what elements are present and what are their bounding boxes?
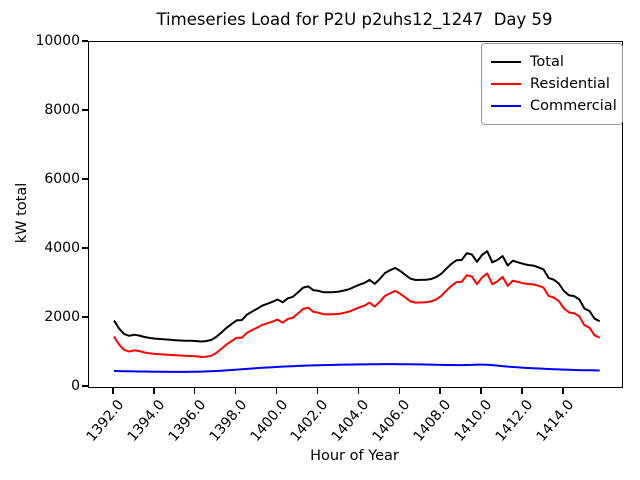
x-tick-mark xyxy=(194,387,196,394)
y-tick-mark xyxy=(82,385,88,387)
y-tick-mark xyxy=(82,247,88,249)
x-tick-label: 1394.0 xyxy=(124,397,169,445)
series-line-residential xyxy=(113,272,601,358)
legend-entry-commercial: Commercial xyxy=(491,95,617,117)
y-tick-mark xyxy=(82,316,88,318)
x-tick-label: 1392.0 xyxy=(83,397,128,445)
x-tick-mark xyxy=(480,387,482,394)
legend-label: Commercial xyxy=(530,98,617,114)
chart-title: Timeseries Load for P2U p2uhs12_1247 Day… xyxy=(156,10,553,29)
x-tick-label: 1402.0 xyxy=(287,397,332,445)
x-tick-label: 1404.0 xyxy=(328,397,373,445)
x-tick-label: 1400.0 xyxy=(247,397,291,445)
y-tick-label: 8000 xyxy=(44,102,80,118)
x-tick-label: 1414.0 xyxy=(533,397,578,445)
x-tick-mark xyxy=(562,387,564,394)
x-tick-mark xyxy=(112,387,114,394)
x-tick-label: 1396.0 xyxy=(165,397,210,445)
x-tick-mark xyxy=(521,387,523,394)
x-axis-label: Hour of Year xyxy=(310,448,399,464)
x-tick-mark xyxy=(398,387,400,394)
y-tick-label: 4000 xyxy=(44,240,80,256)
legend-label: Residential xyxy=(530,76,610,92)
legend-line-swatch xyxy=(491,104,521,108)
y-axis-label: kW total xyxy=(14,182,30,244)
series-line-total xyxy=(113,250,601,343)
y-tick-label: 6000 xyxy=(44,171,80,187)
legend-entry-residential: Residential xyxy=(491,73,612,95)
y-tick-label: 2000 xyxy=(44,309,80,325)
x-tick-mark xyxy=(316,387,319,394)
legend-line-swatch xyxy=(491,82,521,86)
y-tick-label: 10000 xyxy=(35,33,80,49)
legend-entry-total: Total xyxy=(491,51,612,73)
x-tick-mark xyxy=(275,387,278,394)
legend: Total Residential Commercial xyxy=(481,43,623,125)
y-tick-mark xyxy=(82,40,88,42)
x-tick-label: 1406.0 xyxy=(369,397,414,445)
legend-line-swatch xyxy=(491,60,521,64)
y-tick-mark xyxy=(82,109,88,111)
x-tick-mark xyxy=(234,387,237,394)
y-tick-label: 0 xyxy=(71,378,80,394)
x-tick-label: 1412.0 xyxy=(492,397,537,445)
x-tick-label: 1408.0 xyxy=(410,397,455,445)
series-line-commercial xyxy=(113,363,600,373)
x-tick-label: 1410.0 xyxy=(451,397,496,445)
x-tick-mark xyxy=(153,387,155,394)
x-tick-label: 1398.0 xyxy=(206,397,250,445)
line-plot xyxy=(113,250,601,373)
x-tick-mark xyxy=(439,387,441,394)
x-tick-mark xyxy=(357,387,360,394)
y-tick-mark xyxy=(82,178,88,180)
legend-label: Total xyxy=(530,54,564,70)
